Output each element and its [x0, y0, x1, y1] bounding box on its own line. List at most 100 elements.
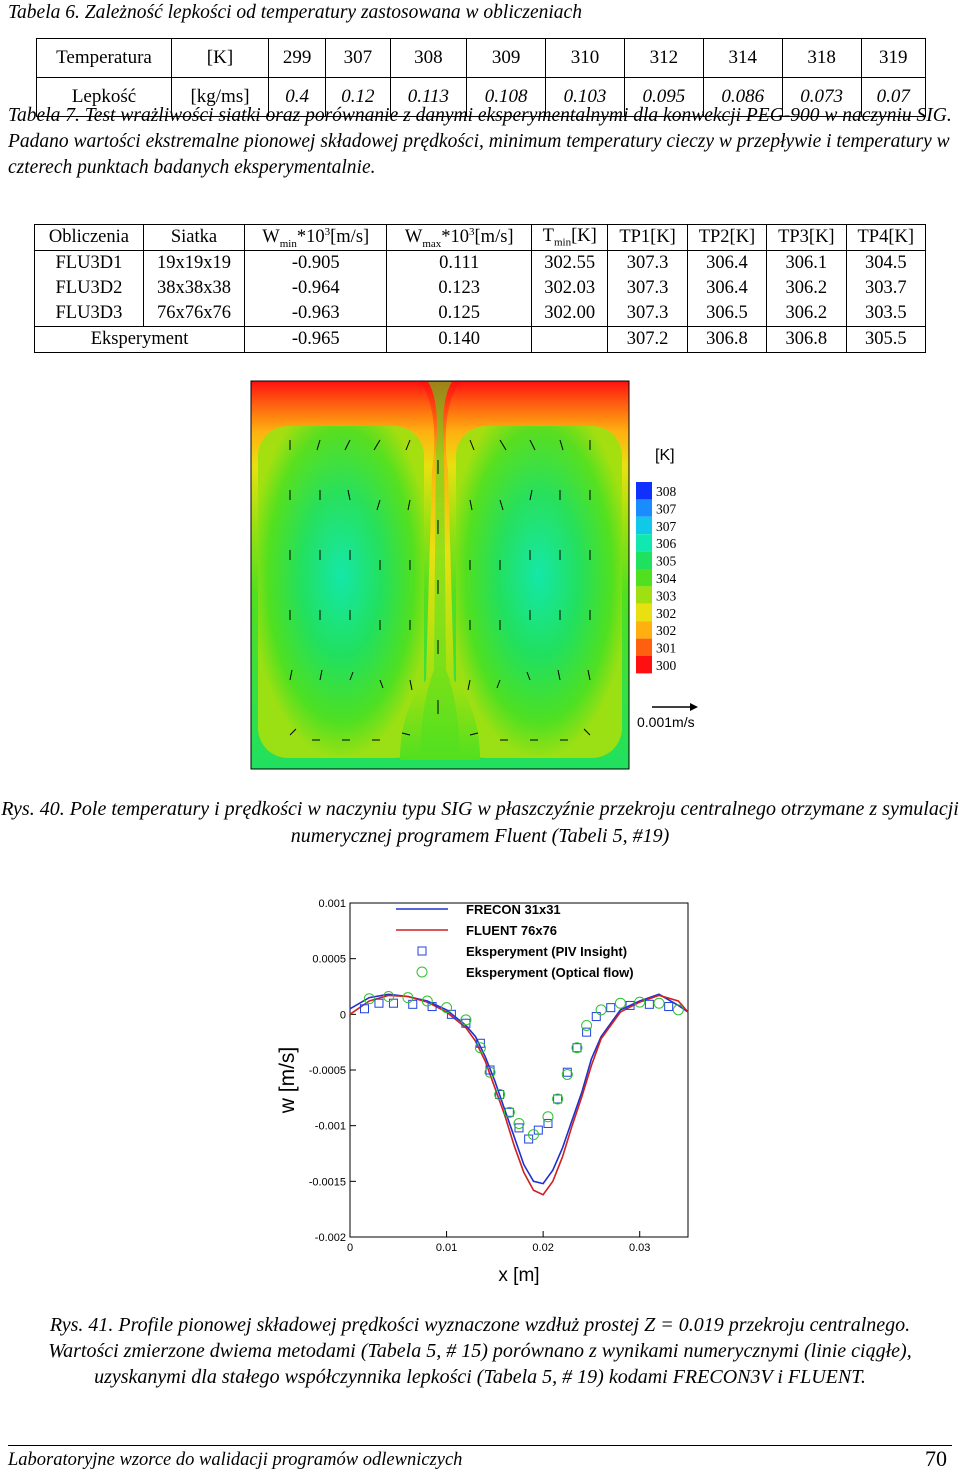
table-cell: 306.5	[686, 301, 768, 327]
legend-swatch	[636, 638, 652, 656]
table7: Obliczenia Siatka Wmin*103[m/s] Wmax*103…	[33, 224, 927, 353]
table-cell: 304.5	[845, 250, 927, 276]
table-cell: 308	[389, 38, 468, 78]
table-cell: 306.2	[766, 276, 847, 301]
y-tick-label: -0.0005	[309, 1065, 346, 1077]
table-row: FLU3D3 76x76x76 -0.963 0.125 302.00 307.…	[34, 301, 927, 327]
legend-label: 308	[656, 484, 677, 499]
data-point-square	[625, 1000, 635, 1010]
table-cell: 38x38x38	[142, 276, 246, 301]
data-point-square	[408, 999, 418, 1009]
data-point-circle	[474, 1042, 486, 1054]
velocity-scale-label: 0.001m/s	[637, 714, 695, 730]
column-header: Wmin*103[m/s]	[244, 224, 388, 251]
x-tick-label: 0.02	[532, 1242, 553, 1254]
x-tick-label: 0.01	[436, 1242, 457, 1254]
temperature-field-figure: [K] 308 307 307 306 305 304 303 302 302 301 300 0.…	[250, 380, 710, 777]
data-point-circle	[561, 1068, 573, 1080]
data-point-circle	[484, 1066, 496, 1078]
legend-swatch	[636, 569, 652, 587]
data-point-square	[374, 998, 384, 1008]
table-cell: 303.5	[845, 301, 927, 327]
table-cell: 0.12	[325, 77, 391, 117]
table-cell: 299	[267, 38, 327, 78]
table-cell: 0.07	[860, 77, 927, 117]
table-cell: -0.964	[244, 276, 388, 301]
legend-entry: FLUENT 76x76	[466, 923, 557, 938]
footer-text: Laboratoryjne wzorce do walidacji progra…	[8, 1450, 463, 1470]
data-point-circle	[653, 997, 665, 1009]
data-point-circle	[614, 997, 626, 1009]
data-point-square	[475, 1038, 485, 1048]
data-point-square	[591, 1012, 601, 1022]
table-cell: 0.111	[386, 250, 533, 276]
table-row: Lepkość [kg/ms] 0.4 0.12 0.113 0.108 0.1…	[36, 77, 927, 117]
legend-label: 305	[656, 554, 677, 569]
table-cell: -0.963	[244, 301, 388, 327]
column-header: Siatka	[142, 224, 246, 251]
column-header: TP4[K]	[845, 224, 927, 251]
legend-circle-marker	[416, 966, 428, 978]
table-cell: 306.8	[686, 326, 768, 353]
x-tick-label: 0	[347, 1242, 353, 1254]
table-cell: 310	[545, 38, 625, 78]
data-point-square	[514, 1123, 524, 1133]
y-axis-label: w [m/s]	[276, 1047, 299, 1115]
legend-entry: Eksperyment (PIV Insight)	[466, 944, 627, 959]
table-cell	[531, 326, 609, 353]
series-line	[349, 993, 689, 1185]
data-point-square	[644, 999, 654, 1009]
table-row: FLU3D1 19x19x19 -0.905 0.111 302.55 307.…	[34, 250, 927, 276]
data-point-square	[606, 1003, 616, 1013]
legend-unit: [K]	[655, 447, 675, 464]
data-point-circle	[672, 1004, 684, 1016]
data-point-circle	[571, 1042, 583, 1054]
table-row: FLU3D2 38x38x38 -0.964 0.123 302.03 307.…	[34, 276, 927, 301]
table-cell: 312	[623, 38, 704, 78]
table-cell: 319	[860, 38, 927, 78]
data-point-circle	[441, 1002, 453, 1014]
table-cell: FLU3D3	[34, 301, 144, 327]
table-cell: 309	[466, 38, 547, 78]
table-cell: FLU3D2	[34, 276, 144, 301]
legend-swatch	[636, 586, 652, 604]
table-cell: 306.1	[766, 250, 847, 276]
table-cell: [K]	[171, 38, 269, 78]
legend-swatch	[636, 551, 652, 569]
data-point-square	[504, 1107, 514, 1117]
table-cell: 302.55	[531, 250, 609, 276]
legend-swatch	[636, 603, 652, 622]
data-point-circle	[503, 1106, 515, 1118]
y-tick-label: 0	[340, 1009, 346, 1021]
figure41-caption: Rys. 41. Profile pionowej składowej pręd…	[48, 1314, 912, 1388]
table-cell: 0.140	[386, 326, 533, 353]
data-point-circle	[527, 1129, 539, 1141]
table-cell: 0.125	[386, 301, 533, 327]
table-cell: 318	[781, 38, 862, 78]
data-point-square	[572, 1043, 582, 1053]
column-header: TP1[K]	[607, 224, 688, 251]
table-cell: 306.4	[686, 250, 768, 276]
y-tick-label: 0.001	[318, 898, 346, 910]
data-point-square	[582, 1027, 592, 1037]
table-header-row: Obliczenia Siatka Wmin*103[m/s] Wmax*103…	[34, 224, 927, 251]
column-header: TP3[K]	[766, 224, 847, 251]
data-point-square	[553, 1094, 563, 1104]
table-cell: -0.905	[244, 250, 388, 276]
legend-entry: FRECON 31x31	[466, 902, 561, 917]
table-cell: 305.5	[845, 326, 927, 353]
legend-label: 302	[656, 623, 676, 638]
table-cell: 306.2	[766, 301, 847, 327]
table-cell: -0.965	[244, 326, 388, 353]
table-cell: [kg/ms]	[171, 77, 269, 117]
table7-caption: Tabela 7. Test wrażliwości siatki oraz p…	[8, 105, 952, 178]
column-header: Wmax*103[m/s]	[386, 224, 533, 251]
data-point-circle	[552, 1093, 564, 1105]
table-cell: 0.103	[545, 77, 625, 117]
table-cell: 302.00	[531, 301, 609, 327]
table-cell: 0.113	[389, 77, 468, 117]
column-header: TP2[K]	[686, 224, 768, 251]
legend-swatch	[636, 656, 652, 674]
table-cell: 307.3	[607, 301, 688, 327]
column-header: Obliczenia	[34, 224, 144, 251]
